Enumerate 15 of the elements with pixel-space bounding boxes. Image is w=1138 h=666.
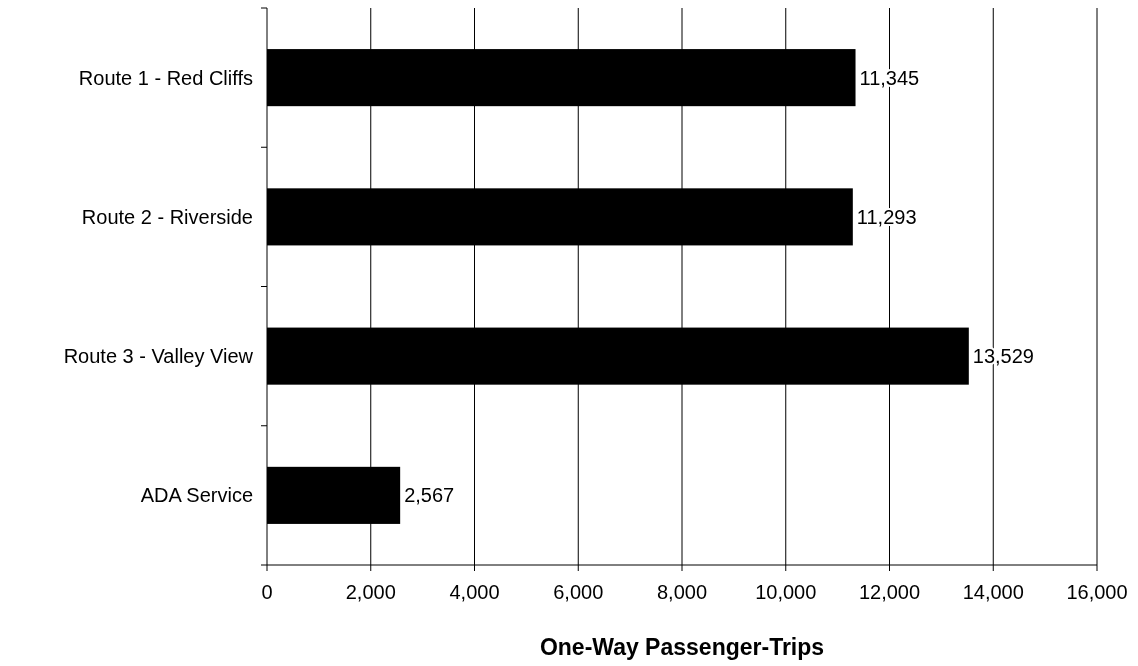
- x-axis-title: One-Way Passenger-Trips: [539, 634, 825, 660]
- x-tick-label: 6,000: [553, 581, 604, 603]
- x-tick-label: 10,000: [755, 581, 817, 603]
- x-tick-label: 16,000: [1066, 581, 1128, 603]
- x-tick-label: 4,000: [449, 581, 500, 603]
- y-tick-label: Route 3 - Valley View: [63, 345, 254, 368]
- x-tick-label: 2,000: [345, 581, 396, 603]
- data-label: 2,567: [404, 484, 455, 507]
- y-tick-label: Route 1 - Red Cliffs: [78, 66, 253, 89]
- x-tick-label: 8,000: [656, 581, 708, 603]
- y-tick-label: ADA Service: [140, 484, 253, 507]
- x-tick-label: 0: [261, 581, 273, 603]
- x-tick-label: 14,000: [962, 581, 1024, 603]
- y-tick-label: Route 2 - Riverside: [81, 205, 253, 228]
- x-tick-label: 12,000: [858, 581, 921, 603]
